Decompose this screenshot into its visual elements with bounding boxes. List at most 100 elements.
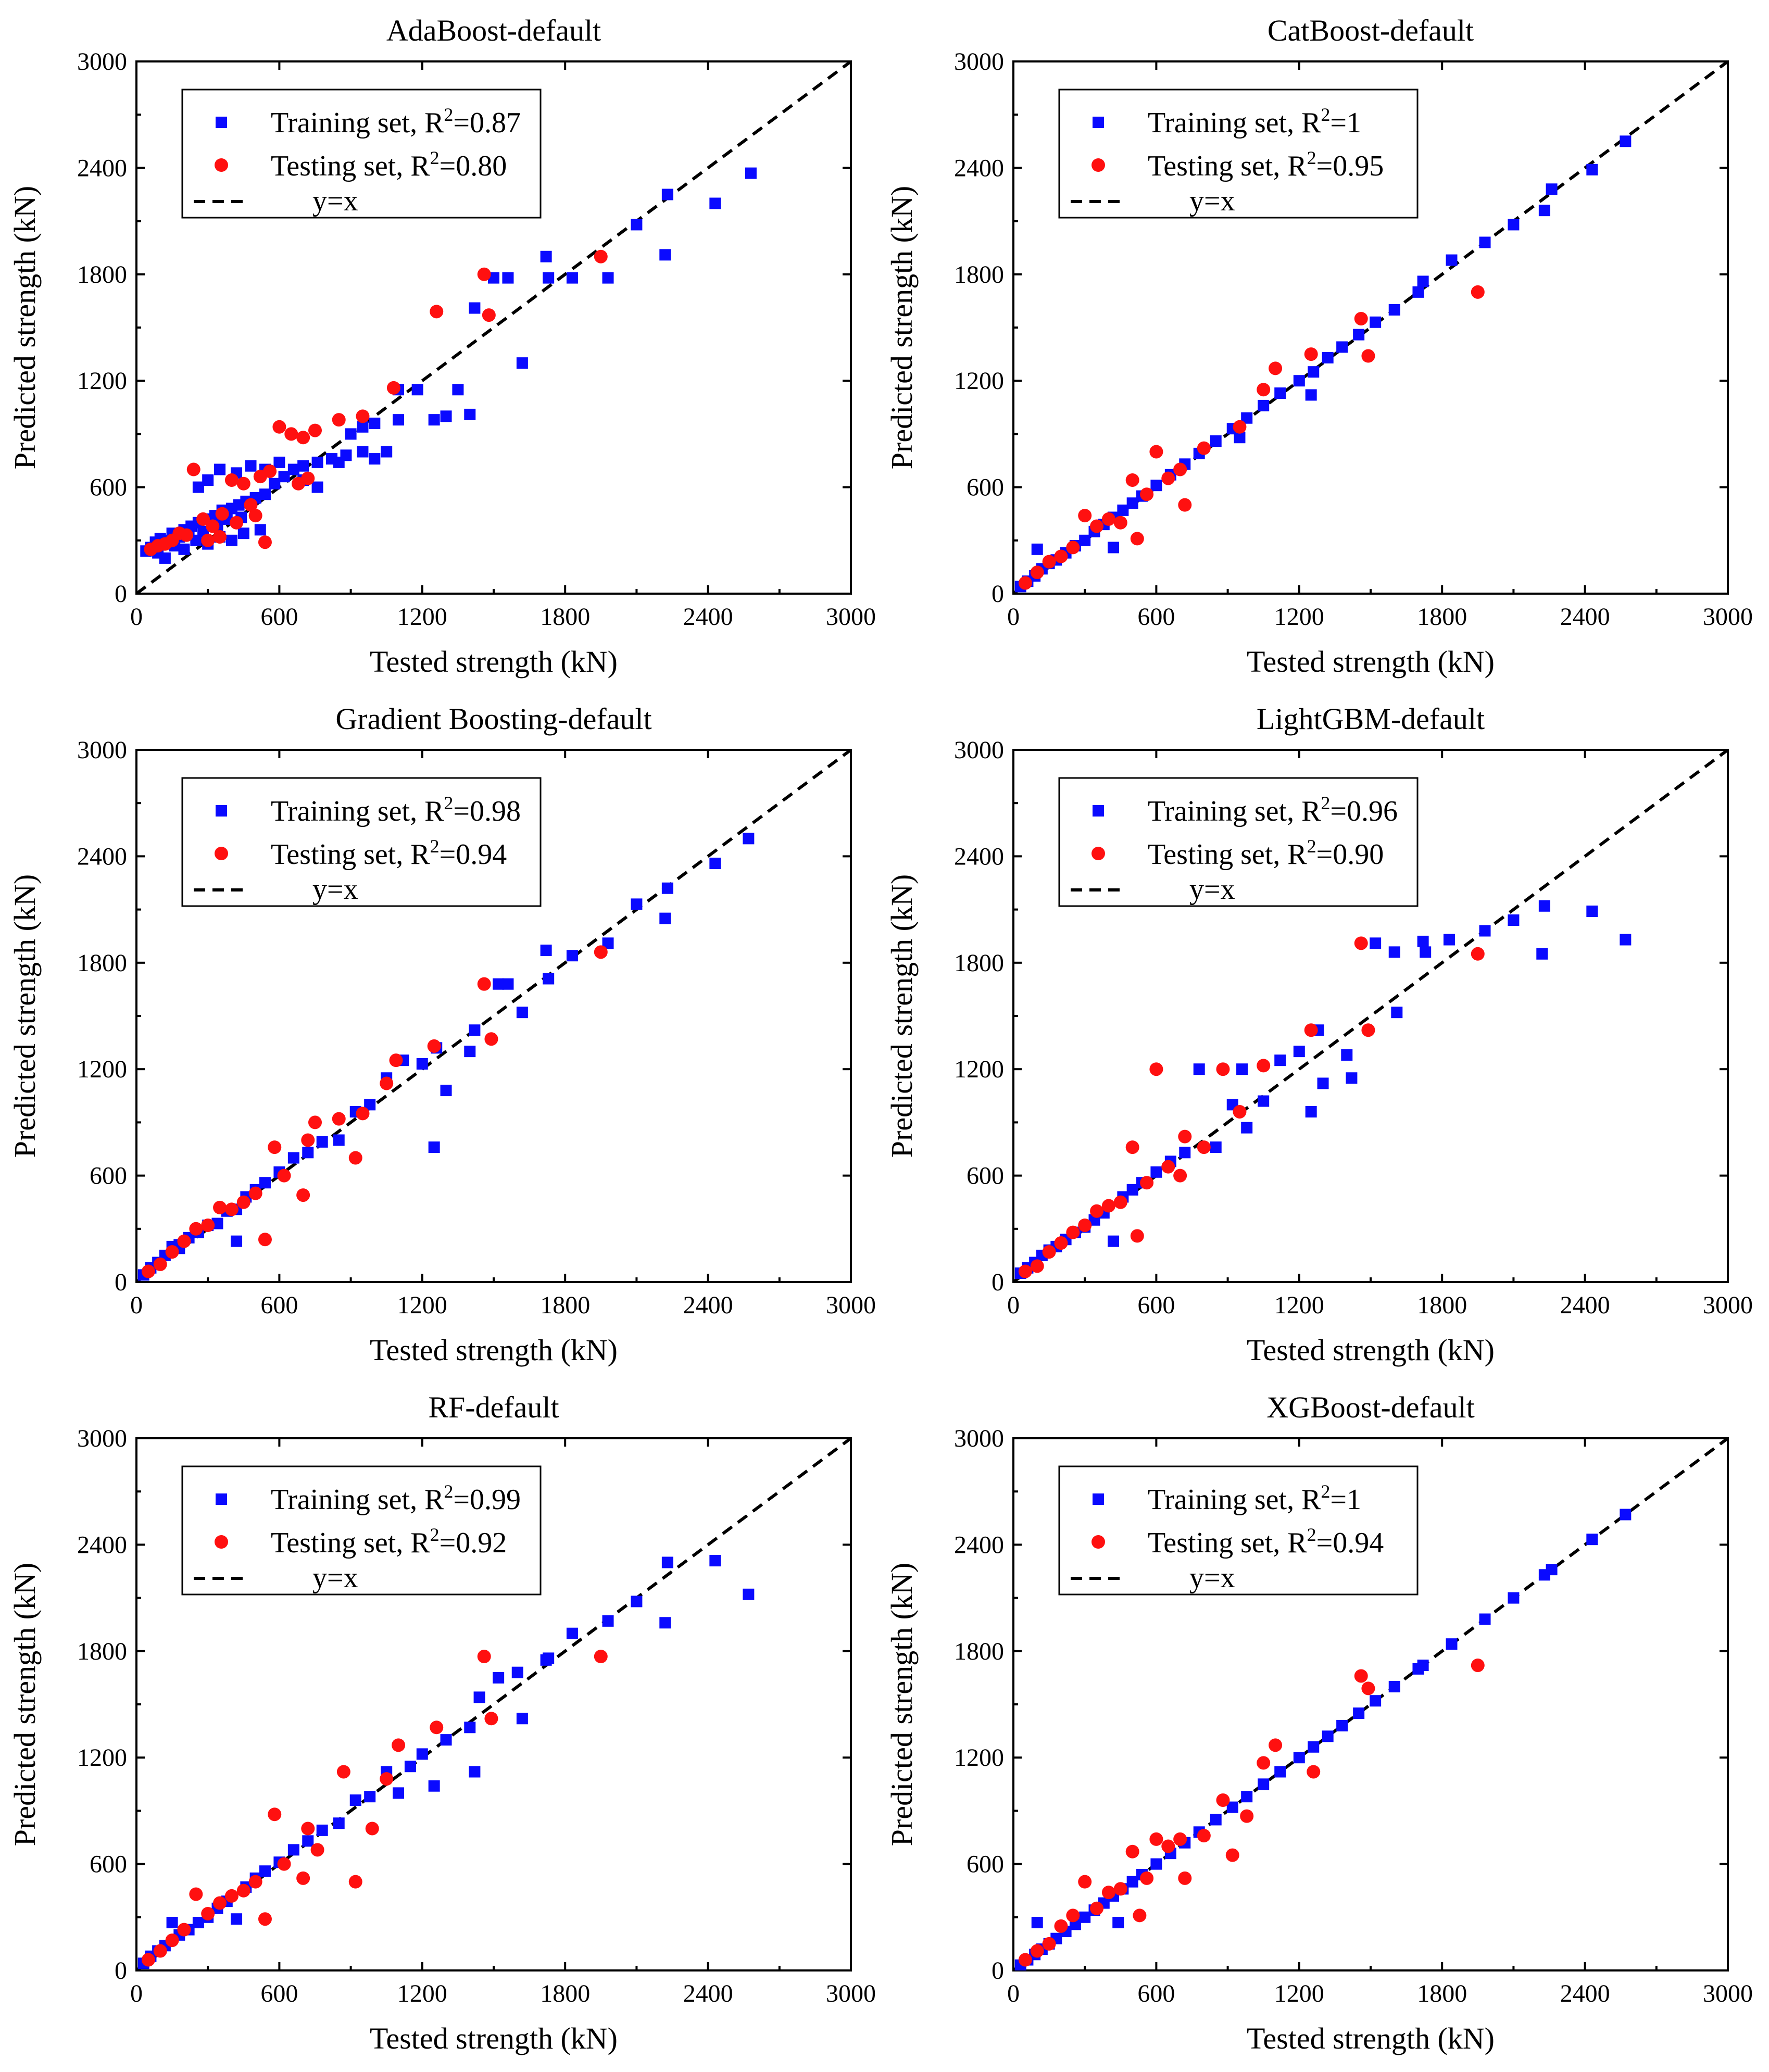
x-tick-label: 1200 xyxy=(397,1291,447,1319)
training-point xyxy=(1388,946,1400,958)
training-point xyxy=(364,1099,376,1111)
legend-line-label: y=x xyxy=(312,873,358,906)
training-point xyxy=(333,456,345,468)
training-point xyxy=(540,250,552,262)
training-point xyxy=(502,978,514,990)
training-point xyxy=(1479,1613,1491,1625)
training-point xyxy=(1305,389,1317,401)
testing-point xyxy=(1233,1104,1247,1119)
legend-testing-marker xyxy=(215,158,228,172)
legend-training-label: Training set, R2=1 xyxy=(1148,104,1361,139)
legend-line-label: y=x xyxy=(312,185,358,217)
training-point xyxy=(1388,304,1400,316)
testing-point xyxy=(1471,285,1485,299)
training-point xyxy=(1546,183,1558,195)
training-point xyxy=(1226,1801,1238,1813)
training-point xyxy=(1031,543,1043,555)
testing-point xyxy=(484,1032,498,1046)
testing-point xyxy=(1307,1765,1321,1779)
legend-box xyxy=(181,89,542,219)
legend-training-label-value: =1 xyxy=(1330,107,1361,139)
y-tick-label: 0 xyxy=(992,1957,1004,1985)
training-point xyxy=(1370,937,1382,949)
testing-point xyxy=(389,1053,403,1068)
legend-training-label-value: =1 xyxy=(1330,1484,1361,1516)
testing-point xyxy=(308,423,322,437)
testing-point xyxy=(482,308,496,322)
testing-point xyxy=(1240,1809,1254,1823)
testing-point xyxy=(1257,1059,1271,1073)
legend-training-label: Training set, R2=0.98 xyxy=(271,793,521,827)
training-point xyxy=(602,272,614,284)
training-point xyxy=(1108,1235,1120,1247)
training-point xyxy=(1150,1166,1162,1178)
testing-point xyxy=(213,1896,227,1910)
legend-training-label-text: Training set, R xyxy=(1148,1484,1321,1516)
training-point xyxy=(661,1556,673,1568)
training-point xyxy=(1446,1638,1458,1650)
testing-point xyxy=(215,507,229,521)
y-equals-x-line xyxy=(136,61,851,594)
testing-point xyxy=(1113,516,1127,530)
legend-training-label-value: =0.96 xyxy=(1330,795,1398,827)
x-tick-label: 600 xyxy=(1137,1980,1175,2007)
testing-point xyxy=(1030,566,1044,580)
legend-training-label: Training set, R2=0.96 xyxy=(1148,793,1398,827)
y-equals-x-line xyxy=(1013,61,1728,594)
testing-point xyxy=(301,471,315,485)
testing-point xyxy=(201,533,215,547)
testing-point xyxy=(165,1245,179,1259)
testing-point xyxy=(1197,441,1211,455)
x-tick-label: 2400 xyxy=(683,1291,733,1319)
y-tick-label: 3000 xyxy=(77,1425,127,1452)
training-point xyxy=(1370,1695,1382,1707)
training-point xyxy=(302,1147,314,1159)
legend-line-label: y=x xyxy=(1189,1562,1235,1594)
testing-point xyxy=(1269,1738,1283,1752)
training-point xyxy=(1420,946,1432,958)
testing-point xyxy=(308,1115,322,1129)
legend-testing-label: Testing set, R2=0.80 xyxy=(271,147,507,182)
training-point xyxy=(1620,934,1632,946)
training-point xyxy=(1391,1007,1403,1019)
testing-point xyxy=(201,1218,215,1232)
legend-testing-label-text: Testing set, R xyxy=(271,150,430,182)
legend-box xyxy=(1058,777,1419,907)
testing-point xyxy=(236,1883,250,1898)
y-tick-label: 1200 xyxy=(77,367,127,395)
training-point xyxy=(214,463,226,475)
y-tick-label: 600 xyxy=(967,1851,1004,1878)
legend-training-label-value: =0.87 xyxy=(453,107,521,139)
testing-point xyxy=(1101,512,1115,526)
training-point xyxy=(1210,1814,1222,1826)
testing-point xyxy=(392,1738,406,1752)
training-point xyxy=(1258,1095,1270,1107)
testing-point xyxy=(1042,555,1056,569)
testing-point xyxy=(196,512,210,526)
testing-point xyxy=(263,464,277,478)
legend-line-label: y=x xyxy=(1189,873,1235,906)
training-point xyxy=(1126,1184,1138,1196)
testing-point xyxy=(1269,361,1283,375)
chart-panel-4: LightGBM-default 00 600 600 1200 1200 1800 1800… xyxy=(885,702,1753,1367)
testing-point xyxy=(141,1264,155,1278)
training-point xyxy=(1417,275,1429,287)
training-point xyxy=(428,414,440,426)
y-tick-label: 3000 xyxy=(954,48,1004,76)
training-point xyxy=(1150,1858,1162,1870)
legend-training-label-text: Training set, R xyxy=(271,795,444,827)
y-tick-label: 0 xyxy=(992,580,1004,608)
testing-point xyxy=(201,1906,215,1920)
legend-testing-label-text: Testing set, R xyxy=(1148,1527,1307,1559)
legend-testing-label-text: Testing set, R xyxy=(1148,838,1307,871)
y-tick-label: 2400 xyxy=(77,154,127,182)
training-point xyxy=(428,1780,440,1792)
y-tick-label: 2400 xyxy=(77,843,127,870)
training-point xyxy=(743,833,755,845)
legend-testing-label-text: Testing set, R xyxy=(1148,150,1307,182)
testing-point xyxy=(224,1889,239,1903)
testing-point xyxy=(1354,311,1368,325)
testing-point xyxy=(213,530,227,544)
legend-testing-label: Testing set, R2=0.90 xyxy=(1148,836,1384,871)
